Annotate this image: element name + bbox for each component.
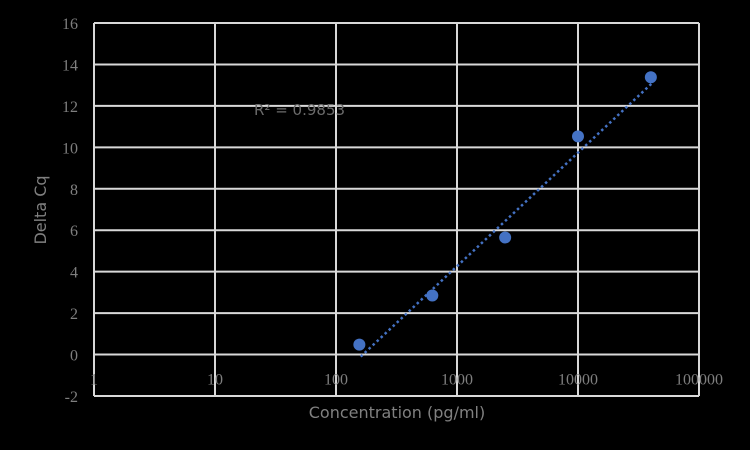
y-tick-label: 6 <box>70 223 78 240</box>
data-point <box>644 71 657 84</box>
x-tick-label: 100000 <box>675 372 723 389</box>
y-tick-label: -2 <box>65 389 78 406</box>
x-tick-label: 10000 <box>558 372 598 389</box>
x-axis-ticks: 1 10 100 1000 10000 100000 <box>90 372 723 389</box>
y-tick-label: 10 <box>62 140 78 157</box>
y-tick-label: 16 <box>62 16 78 33</box>
y-tick-label: 4 <box>70 265 78 282</box>
y-tick-label: 2 <box>70 306 78 323</box>
data-point <box>353 338 366 351</box>
x-axis-title: Concentration (pg/ml) <box>309 403 486 422</box>
y-tick-label: 8 <box>70 182 78 199</box>
data-point <box>499 231 512 244</box>
data-point <box>572 130 584 143</box>
data-points <box>353 71 657 351</box>
y-tick-label: 0 <box>70 348 78 365</box>
r-squared-annotation: R² = 0.9853 <box>254 101 345 119</box>
y-tick-label: 14 <box>62 57 78 74</box>
x-tick-label: 10 <box>207 372 223 389</box>
x-tick-label: 1 <box>90 372 98 389</box>
x-tick-label: 100 <box>324 372 348 389</box>
trendline <box>359 82 654 358</box>
data-point <box>426 289 439 302</box>
x-tick-label: 1000 <box>441 372 473 389</box>
y-axis-ticks: -2 0 2 4 6 8 10 12 14 16 <box>62 16 78 406</box>
y-axis-title: Delta Cq <box>31 175 50 244</box>
gridlines <box>93 22 700 397</box>
y-tick-label: 12 <box>62 99 78 116</box>
